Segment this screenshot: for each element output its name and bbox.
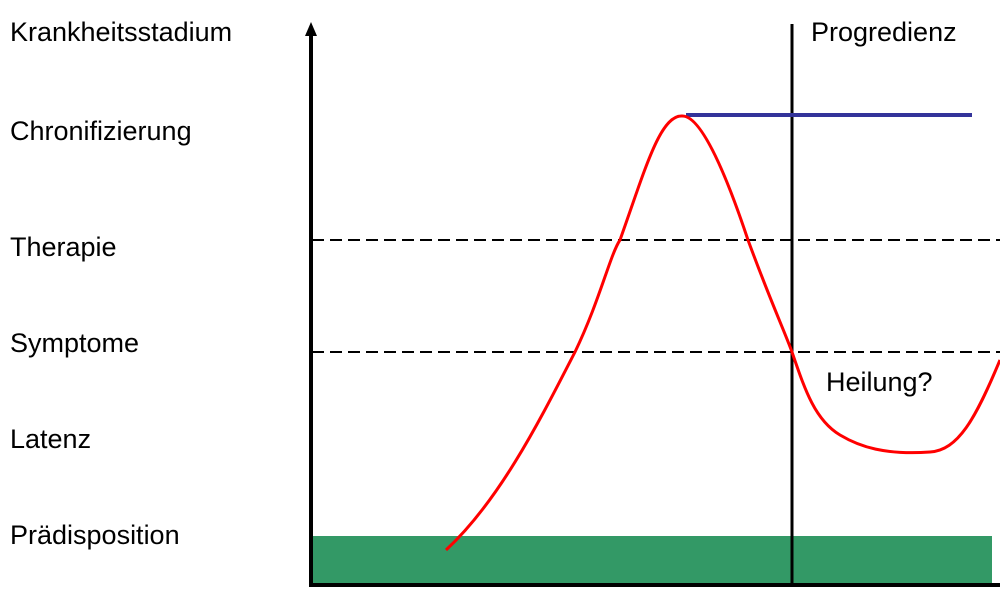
y-axis-title: Krankheitsstadium [10,17,232,47]
y-axis-arrowhead [305,22,317,36]
heilung-label: Heilung? [826,367,933,397]
stage-label-chronifizierung: Chronifizierung [10,116,192,146]
praedisposition-band [310,536,992,584]
stage-label-therapie: Therapie [10,232,117,262]
disease-curve [444,114,1000,552]
stage-label-latenz: Latenz [10,424,91,454]
stage-label-praedisposition: Prädisposition [10,520,180,550]
progredienz-label: Progredienz [811,17,957,47]
stage-label-symptome: Symptome [10,328,139,358]
